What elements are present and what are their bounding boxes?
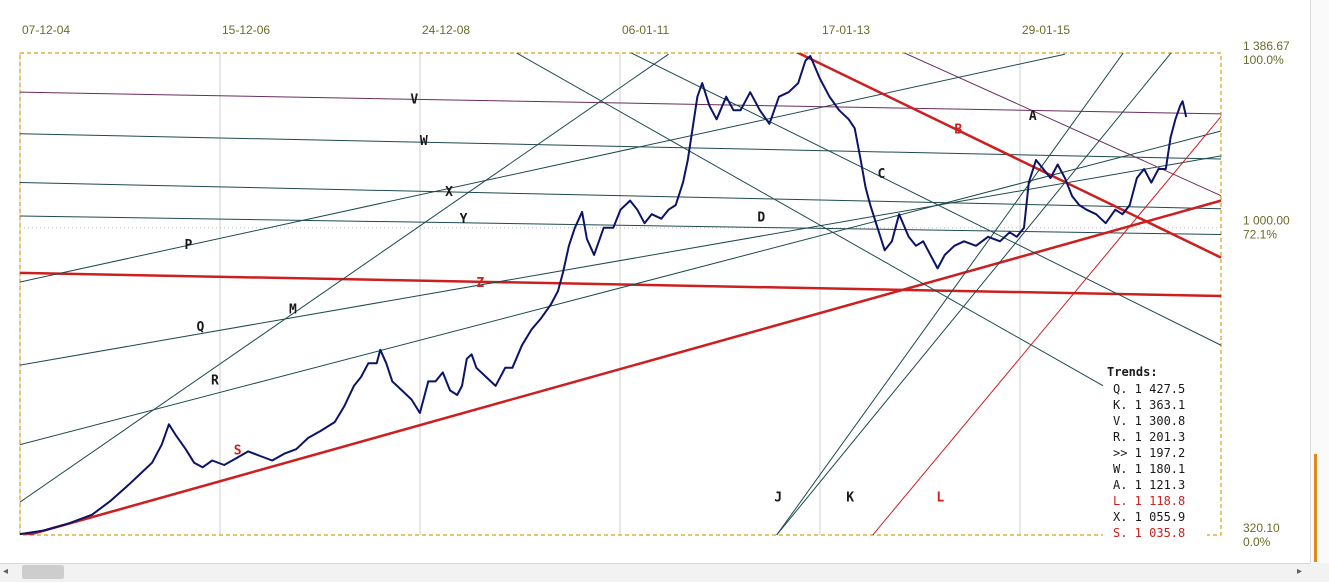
trend-line-k [776, 53, 1172, 535]
legend-item: Q. 1 427.5 [1113, 382, 1185, 396]
trend-line-b [795, 53, 1222, 259]
trend-label-m: M [289, 303, 297, 318]
legend-item: K. 1 363.1 [1113, 398, 1185, 412]
y-tick-label: 320.10 [1243, 521, 1280, 535]
y-tick-percent: 0.0% [1243, 535, 1271, 549]
trend-line-l [872, 116, 1222, 535]
scrollbar-corner [1310, 563, 1329, 581]
legend-box [1103, 362, 1207, 540]
legend-item: X. 1 055.9 [1113, 510, 1185, 524]
legend-item: W. 1 180.1 [1113, 462, 1185, 476]
x-tick-label: 29-01-15 [1022, 23, 1070, 37]
x-tick-label: 15-12-06 [222, 23, 270, 37]
trend-label-y: Y [460, 212, 468, 227]
legend-item: >> 1 197.2 [1113, 446, 1185, 460]
horizontal-scrollbar-thumb[interactable] [22, 565, 64, 579]
trend-label-q: Q [197, 320, 205, 335]
scroll-right-icon[interactable]: ▸ [1297, 566, 1303, 577]
legend-item: R. 1 201.3 [1113, 430, 1185, 444]
plot-frame [19, 52, 1222, 536]
trend-label-s: S [234, 444, 242, 459]
legend-item: V. 1 300.8 [1113, 414, 1185, 428]
trend-lines-group [20, 53, 1222, 535]
x-tick-label: 17-01-13 [822, 23, 870, 37]
trend-chart-svg: 07-12-04 15-12-06 24-12-08 06-01-11 17-01-13… [19, 23, 1290, 549]
scroll-left-icon[interactable]: ◂ [3, 566, 9, 577]
trend-label-a: A [1029, 109, 1037, 124]
vertical-scrollbar[interactable] [1310, 0, 1329, 564]
legend-item: A. 1 121.3 [1113, 478, 1185, 492]
trend-line-z [20, 271, 1222, 298]
trend-line-w [20, 133, 1222, 160]
legend-item: L. 1 118.8 [1113, 494, 1185, 508]
legend-item: S. 1 035.8 [1113, 526, 1185, 540]
trend-label-x: X [445, 185, 453, 200]
trend-line-d [515, 53, 1114, 392]
x-tick-label: 06-01-11 [622, 23, 669, 37]
trend-label-k: K [846, 491, 854, 506]
trend-line-p [20, 53, 1065, 283]
y-tick-percent: 72.1% [1243, 228, 1277, 242]
trend-line-v [20, 91, 1222, 115]
trend-label-l: L [936, 491, 944, 506]
trend-label-v: V [410, 92, 418, 107]
trend-line-j [776, 53, 1124, 535]
trend-label-b: B [954, 123, 962, 138]
y-tick-label: 1 386.67 [1243, 39, 1290, 53]
trend-line-s [23, 199, 1222, 535]
trend-line-r [20, 130, 1222, 446]
trend-line-a [903, 53, 1222, 197]
trend-label-z: Z [476, 276, 484, 291]
trend-label-p: P [185, 238, 193, 253]
trend-line-q [20, 155, 1222, 366]
y-tick-percent: 100.0% [1243, 53, 1284, 67]
price-series-line [19, 55, 1188, 536]
trend-label-d: D [757, 210, 765, 225]
y-tick-label: 1 000.00 [1243, 214, 1290, 228]
x-tick-label: 24-12-08 [422, 23, 470, 37]
trend-label-r: R [211, 374, 219, 389]
trend-line-m [20, 53, 669, 503]
horizontal-scrollbar[interactable] [0, 563, 1329, 582]
vertical-scrollbar-marker [1314, 454, 1317, 562]
trend-line-x [20, 182, 1222, 210]
trend-label-c: C [878, 167, 886, 182]
x-tick-label: 07-12-04 [22, 23, 70, 37]
trend-label-w: W [420, 134, 428, 149]
trend-label-j: J [774, 491, 782, 506]
legend-title: Trends: [1107, 365, 1158, 379]
